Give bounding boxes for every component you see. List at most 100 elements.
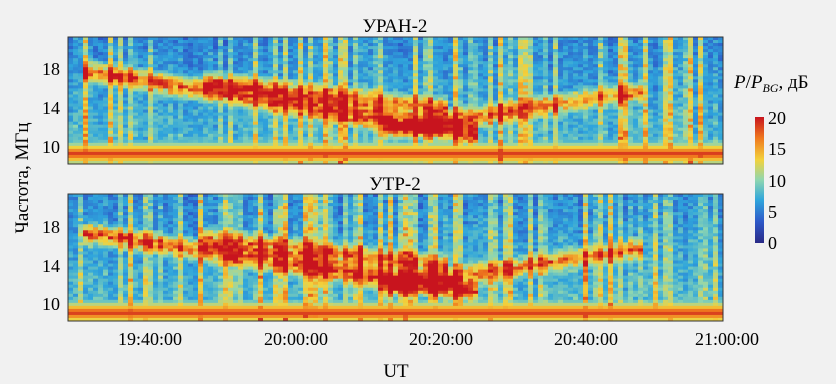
spectrogram-cell <box>308 76 314 80</box>
spectrogram-cell <box>633 82 639 86</box>
spectrogram-cell <box>468 154 474 159</box>
spectrogram-cell <box>258 145 264 150</box>
spectrogram-cell <box>158 121 164 126</box>
spectrogram-cell <box>438 52 444 56</box>
spectrogram-cell <box>538 46 544 50</box>
spectrogram-cell <box>528 127 534 132</box>
spectrogram-cell <box>248 91 254 95</box>
spectrogram-cell <box>513 82 519 86</box>
spectrogram-cell <box>213 97 219 101</box>
spectrogram-cell <box>193 58 199 62</box>
spectrogram-cell <box>103 85 109 89</box>
spectrogram-cell <box>583 61 589 65</box>
spectrogram-cell <box>303 157 309 162</box>
spectrogram-cell <box>498 151 504 156</box>
spectrogram-cell <box>298 76 304 80</box>
spectrogram-cell <box>443 106 449 110</box>
spectrogram-cell <box>558 64 564 68</box>
spectrogram-cell <box>608 43 614 47</box>
spectrogram-cell <box>383 133 389 138</box>
spectrogram-cell <box>78 46 84 50</box>
spectrogram-cell <box>68 73 74 77</box>
spectrogram-cell <box>318 40 324 44</box>
spectrogram-cell <box>378 85 384 89</box>
spectrogram-cell <box>113 151 119 156</box>
spectrogram-cell <box>108 61 114 65</box>
spectrogram-cell <box>498 61 504 65</box>
spectrogram-cell <box>553 94 559 98</box>
spectrogram-cell <box>263 67 269 71</box>
spectrogram-cell <box>558 103 564 107</box>
spectrogram-cell <box>378 73 384 77</box>
spectrogram-cell <box>598 40 604 44</box>
spectrogram-cell <box>383 70 389 74</box>
spectrogram-cell <box>483 121 489 126</box>
spectrogram-cell <box>348 106 354 110</box>
spectrogram-cell <box>458 55 464 59</box>
spectrogram-cell <box>158 142 164 147</box>
spectrogram-cell <box>83 70 89 74</box>
spectrogram-cell <box>633 61 639 65</box>
spectrogram-cell <box>618 130 624 135</box>
spectrogram-cell <box>303 154 309 159</box>
spectrogram-cell <box>498 79 504 83</box>
spectrogram-cell <box>303 160 309 165</box>
spectrogram-cell <box>268 67 274 71</box>
spectrogram-cell <box>328 115 334 120</box>
spectrogram-cell <box>338 85 344 89</box>
spectrogram-cell <box>343 55 349 59</box>
spectrogram-cell <box>423 124 429 129</box>
spectrogram-cell <box>393 100 399 104</box>
spectrogram-cell <box>148 133 154 138</box>
spectrogram-cell <box>388 97 394 101</box>
spectrogram-cell <box>173 121 179 126</box>
spectrogram-cell <box>598 139 604 144</box>
spectrogram-cell <box>208 52 214 56</box>
spectrogram-cell <box>208 130 214 135</box>
spectrogram-cell <box>408 109 414 113</box>
spectrogram-cell <box>553 124 559 129</box>
spectrogram-cell <box>418 97 424 101</box>
spectrogram-cell <box>418 160 424 165</box>
spectrogram-cell <box>418 64 424 68</box>
spectrogram-cell <box>438 43 444 47</box>
spectrogram-cell <box>243 127 249 132</box>
spectrogram-cell <box>293 127 299 132</box>
spectrogram-cell <box>188 109 194 113</box>
spectrogram-cell <box>623 97 629 101</box>
spectrogram-cell <box>373 154 379 159</box>
spectrogram-cell <box>93 37 99 41</box>
spectrogram-cell <box>153 37 159 41</box>
spectrogram-cell <box>108 100 114 104</box>
spectrogram-cell <box>423 43 429 47</box>
spectrogram-cell <box>213 64 219 68</box>
spectrogram-cell <box>473 115 479 120</box>
spectrogram-cell <box>523 55 529 59</box>
spectrogram-cell <box>98 85 104 89</box>
spectrogram-cell <box>333 100 339 104</box>
spectrogram-cell <box>498 130 504 135</box>
spectrogram-cell <box>68 76 74 80</box>
spectrogram-cell <box>108 55 114 59</box>
spectrogram-cell <box>508 76 514 80</box>
spectrogram-cell <box>268 40 274 44</box>
spectrogram-cell <box>258 82 264 86</box>
spectrogram-cell <box>398 85 404 89</box>
spectrogram-cell <box>253 154 259 159</box>
spectrogram-cell <box>563 55 569 59</box>
spectrogram-cell <box>173 160 179 165</box>
spectrogram-cell <box>363 46 369 50</box>
spectrogram-cell <box>258 91 264 95</box>
spectrogram-cell <box>653 58 659 62</box>
spectrogram-cell <box>643 70 649 74</box>
spectrogram-cell <box>308 61 314 65</box>
spectrogram-cell <box>528 112 534 117</box>
spectrogram-cell <box>128 127 134 132</box>
spectrogram-cell <box>543 91 549 95</box>
spectrogram-cell <box>128 40 134 44</box>
spectrogram-cell <box>473 118 479 123</box>
spectrogram-cell <box>158 103 164 107</box>
spectrogram-cell <box>503 70 509 74</box>
spectrogram-cell <box>78 76 84 80</box>
spectrogram-cell <box>353 49 359 53</box>
